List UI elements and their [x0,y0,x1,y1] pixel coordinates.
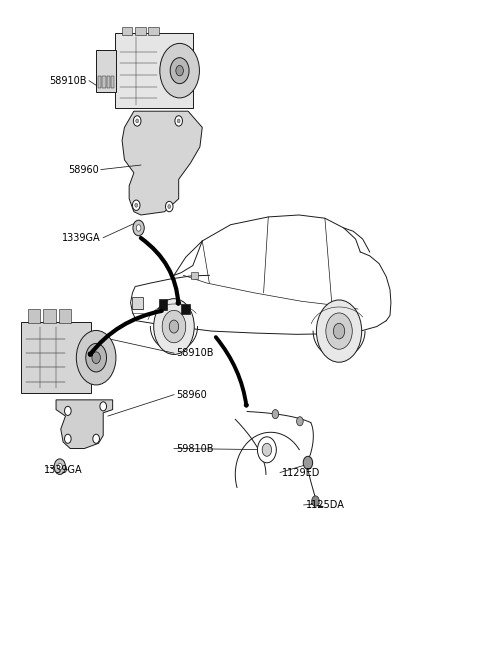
Circle shape [170,58,189,83]
Text: 58910B: 58910B [176,348,214,358]
Circle shape [316,300,362,362]
Circle shape [177,119,180,123]
Circle shape [133,116,141,126]
Circle shape [162,310,186,343]
Bar [135,27,145,35]
Bar [111,76,114,89]
Circle shape [168,204,171,208]
Text: 58910B: 58910B [49,76,87,85]
Bar [159,299,168,310]
Text: 59810B: 59810B [176,443,214,453]
Circle shape [272,409,279,419]
Circle shape [176,66,183,76]
Circle shape [64,434,71,443]
Bar [192,272,199,279]
Circle shape [135,203,138,207]
Bar [98,76,101,89]
Bar [107,76,110,89]
Circle shape [133,220,144,236]
Text: 58960: 58960 [176,390,207,399]
Circle shape [54,459,65,474]
Bar [181,304,190,314]
Circle shape [175,116,182,126]
Bar [115,34,193,108]
Circle shape [326,313,352,350]
Bar [132,298,144,309]
Bar [21,322,91,394]
Polygon shape [56,400,113,449]
Bar [59,309,71,323]
Circle shape [160,43,199,98]
Circle shape [166,201,173,212]
Circle shape [76,330,116,385]
Circle shape [297,417,303,426]
Circle shape [58,463,62,470]
Circle shape [93,434,99,443]
Circle shape [334,323,345,339]
Circle shape [136,119,139,123]
Bar [43,309,56,323]
Bar [148,27,159,35]
Bar [122,27,132,35]
Text: 1339GA: 1339GA [44,465,83,475]
Circle shape [86,344,107,372]
Circle shape [303,457,312,469]
Bar [102,76,106,89]
Circle shape [169,320,179,333]
Circle shape [136,225,141,231]
Circle shape [92,352,100,363]
Text: 1339GA: 1339GA [62,233,101,242]
Circle shape [262,443,272,457]
Circle shape [154,299,194,354]
Circle shape [100,402,107,411]
Bar [28,309,40,323]
Circle shape [312,496,319,507]
Text: 58960: 58960 [68,164,98,175]
Bar [96,49,116,92]
Circle shape [64,406,71,415]
Text: 1129ED: 1129ED [282,468,321,478]
Text: 1125DA: 1125DA [306,500,345,510]
Circle shape [132,200,140,210]
Polygon shape [122,111,202,215]
Circle shape [257,437,276,463]
